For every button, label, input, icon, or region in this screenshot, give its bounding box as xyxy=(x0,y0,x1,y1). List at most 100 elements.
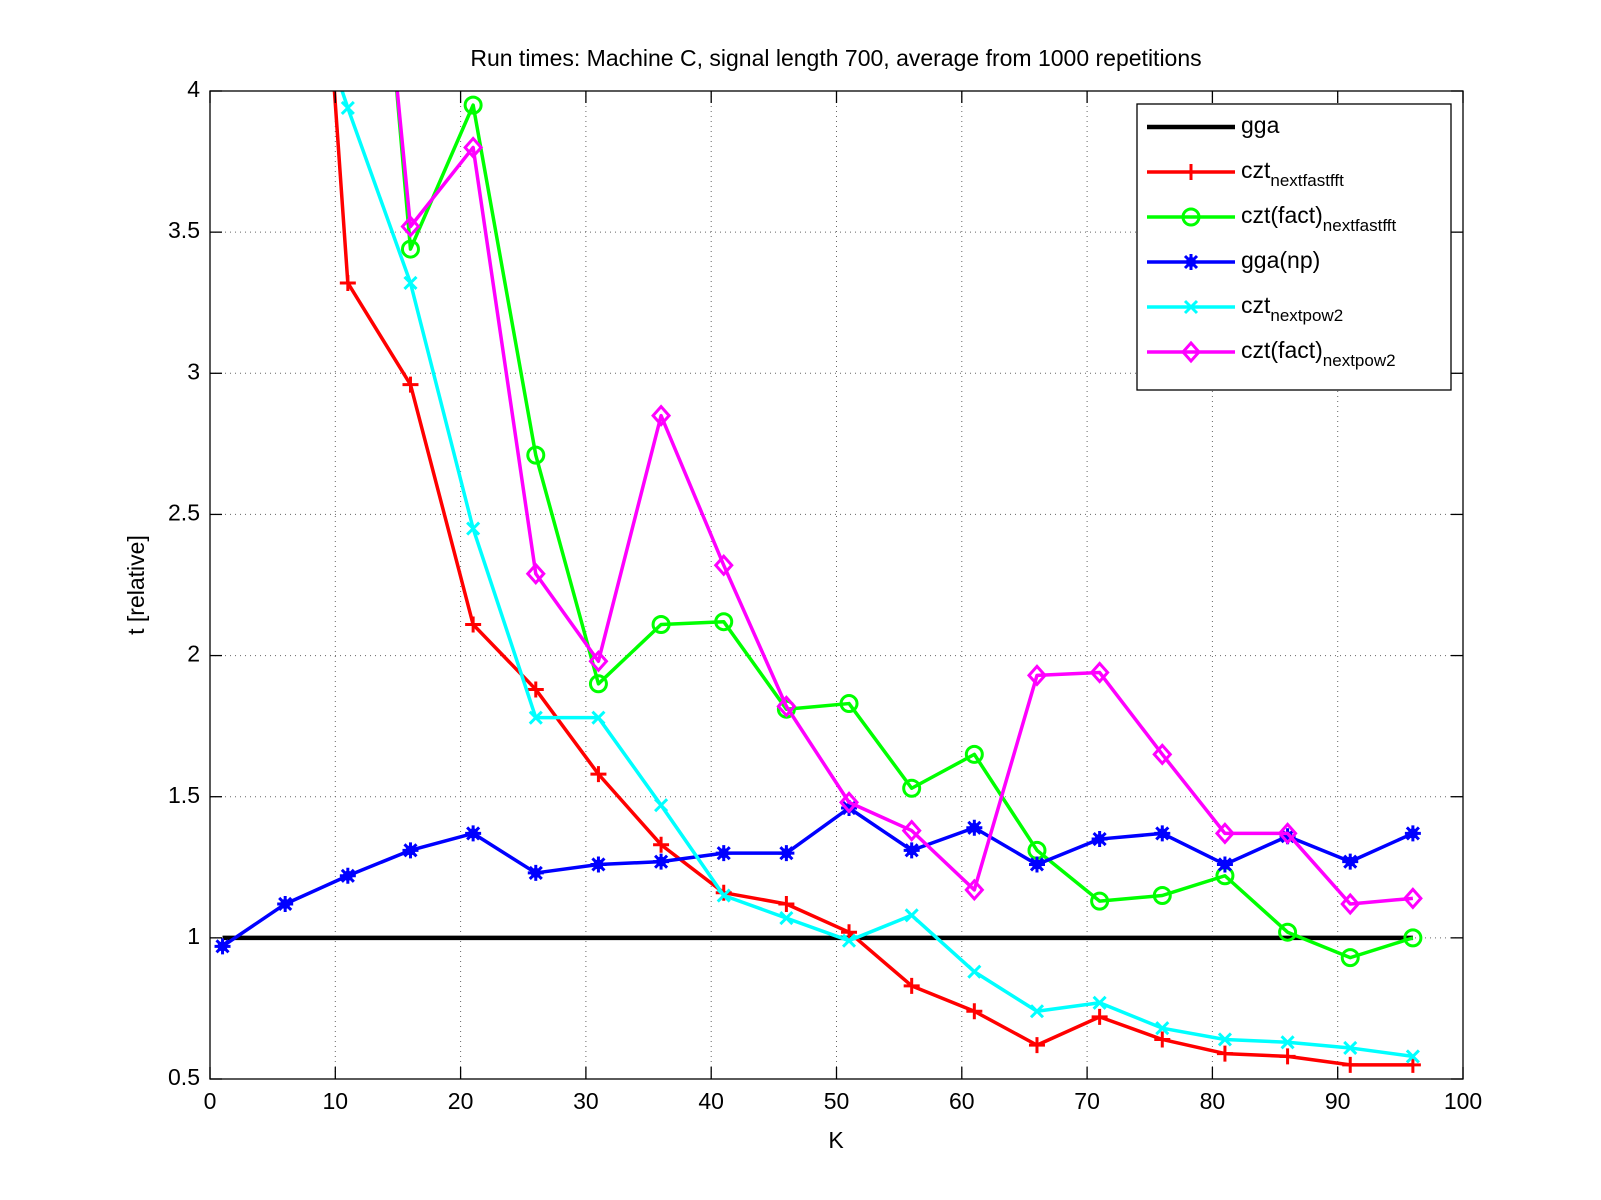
marker xyxy=(339,867,356,884)
marker xyxy=(1278,922,1298,942)
marker xyxy=(1090,891,1110,911)
x-tick-label: 0 xyxy=(204,1088,217,1114)
marker xyxy=(901,819,922,842)
marker xyxy=(1280,1035,1295,1050)
marker xyxy=(1155,1021,1170,1036)
marker xyxy=(1404,825,1421,842)
y-tick-label: 3.5 xyxy=(168,217,200,243)
legend-name: czt xyxy=(1241,157,1271,183)
x-tick-label: 70 xyxy=(1074,1088,1100,1114)
legend-label: gga xyxy=(1241,112,1280,138)
marker xyxy=(466,521,481,536)
marker xyxy=(903,977,920,994)
marker xyxy=(1028,856,1045,873)
series xyxy=(395,91,1423,916)
marker xyxy=(1277,822,1298,845)
marker xyxy=(340,100,355,115)
marker xyxy=(654,798,669,813)
y-tick-label: 3 xyxy=(187,358,200,384)
ticks: 0 10 20 30 40 50 60 70 80 90 100 0.5 1 1.5 2 2.5 3 3.5 4 xyxy=(168,76,1482,1114)
marker xyxy=(588,649,609,673)
legend-label: gga(np) xyxy=(1241,247,1320,273)
marker xyxy=(1091,831,1108,848)
legend-name: czt(fact) xyxy=(1241,337,1323,363)
marker xyxy=(716,888,731,903)
y-tick-label: 2.5 xyxy=(168,500,200,526)
marker xyxy=(1343,1040,1358,1056)
legend-subscript: nextfastfft xyxy=(1323,216,1397,235)
marker xyxy=(904,908,919,923)
series-line xyxy=(332,91,1413,1067)
legend-box xyxy=(1136,103,1452,391)
marker xyxy=(903,842,920,859)
marker xyxy=(1183,299,1199,315)
legend-label: czt(fact)nextpow2 xyxy=(1241,337,1396,370)
marker xyxy=(778,895,795,912)
marker xyxy=(1180,340,1202,364)
marker xyxy=(526,445,546,465)
marker xyxy=(339,274,356,291)
y-axis-label: t [relative] xyxy=(123,535,149,635)
marker xyxy=(1279,828,1296,845)
marker xyxy=(1403,928,1423,948)
y-tick-label: 1 xyxy=(187,923,200,949)
marker xyxy=(1152,886,1172,906)
lines xyxy=(214,91,1423,1073)
marker xyxy=(591,710,606,725)
marker xyxy=(1092,995,1107,1010)
marker xyxy=(588,674,608,694)
marker xyxy=(779,911,794,926)
marker xyxy=(839,694,859,714)
marker xyxy=(1091,1008,1108,1025)
marker xyxy=(651,404,672,427)
legend-label: czt(fact)nextfastfft xyxy=(1241,202,1396,235)
marker xyxy=(1340,892,1361,916)
marker xyxy=(1183,164,1199,180)
marker xyxy=(1342,1056,1359,1073)
marker xyxy=(590,856,607,873)
marker xyxy=(525,562,546,585)
legend-label: cztnextpow2 xyxy=(1241,292,1343,325)
legend-name: czt xyxy=(1241,292,1271,318)
marker xyxy=(1026,664,1047,687)
x-tick-label: 40 xyxy=(698,1088,724,1114)
marker xyxy=(839,791,860,814)
marker xyxy=(1028,1037,1045,1054)
marker xyxy=(653,836,670,853)
x-tick-label: 20 xyxy=(448,1088,474,1114)
marker xyxy=(1404,1056,1421,1073)
marker xyxy=(714,612,734,632)
marker xyxy=(1340,948,1360,968)
legend-name: gga(np) xyxy=(1241,247,1320,273)
marker xyxy=(400,215,421,238)
series-line xyxy=(395,91,1414,906)
y-tick-label: 0.5 xyxy=(168,1064,200,1090)
marker xyxy=(402,376,419,393)
chart-title: Run times: Machine C, signal length 700,… xyxy=(470,45,1201,71)
series-line xyxy=(395,91,1414,960)
legend-name: czt(fact) xyxy=(1241,202,1323,228)
marker xyxy=(527,864,544,881)
marker xyxy=(964,744,984,764)
legend-subscript: nextpow2 xyxy=(1270,306,1343,325)
marker xyxy=(1154,825,1171,842)
marker xyxy=(590,766,607,783)
series xyxy=(332,91,1421,1073)
x-tick-label: 30 xyxy=(573,1088,599,1114)
marker xyxy=(277,895,294,912)
marker xyxy=(841,924,858,941)
y-tick-label: 1.5 xyxy=(168,782,200,808)
marker xyxy=(400,239,420,259)
marker xyxy=(402,842,419,859)
marker xyxy=(463,136,484,159)
x-tick-label: 60 xyxy=(949,1088,975,1114)
marker xyxy=(463,95,483,115)
marker xyxy=(902,778,922,798)
x-axis-label: K xyxy=(828,1127,844,1153)
marker xyxy=(1152,743,1173,766)
marker xyxy=(715,845,732,862)
marker xyxy=(1029,1004,1045,1019)
marker xyxy=(776,695,797,718)
marker xyxy=(214,938,231,955)
